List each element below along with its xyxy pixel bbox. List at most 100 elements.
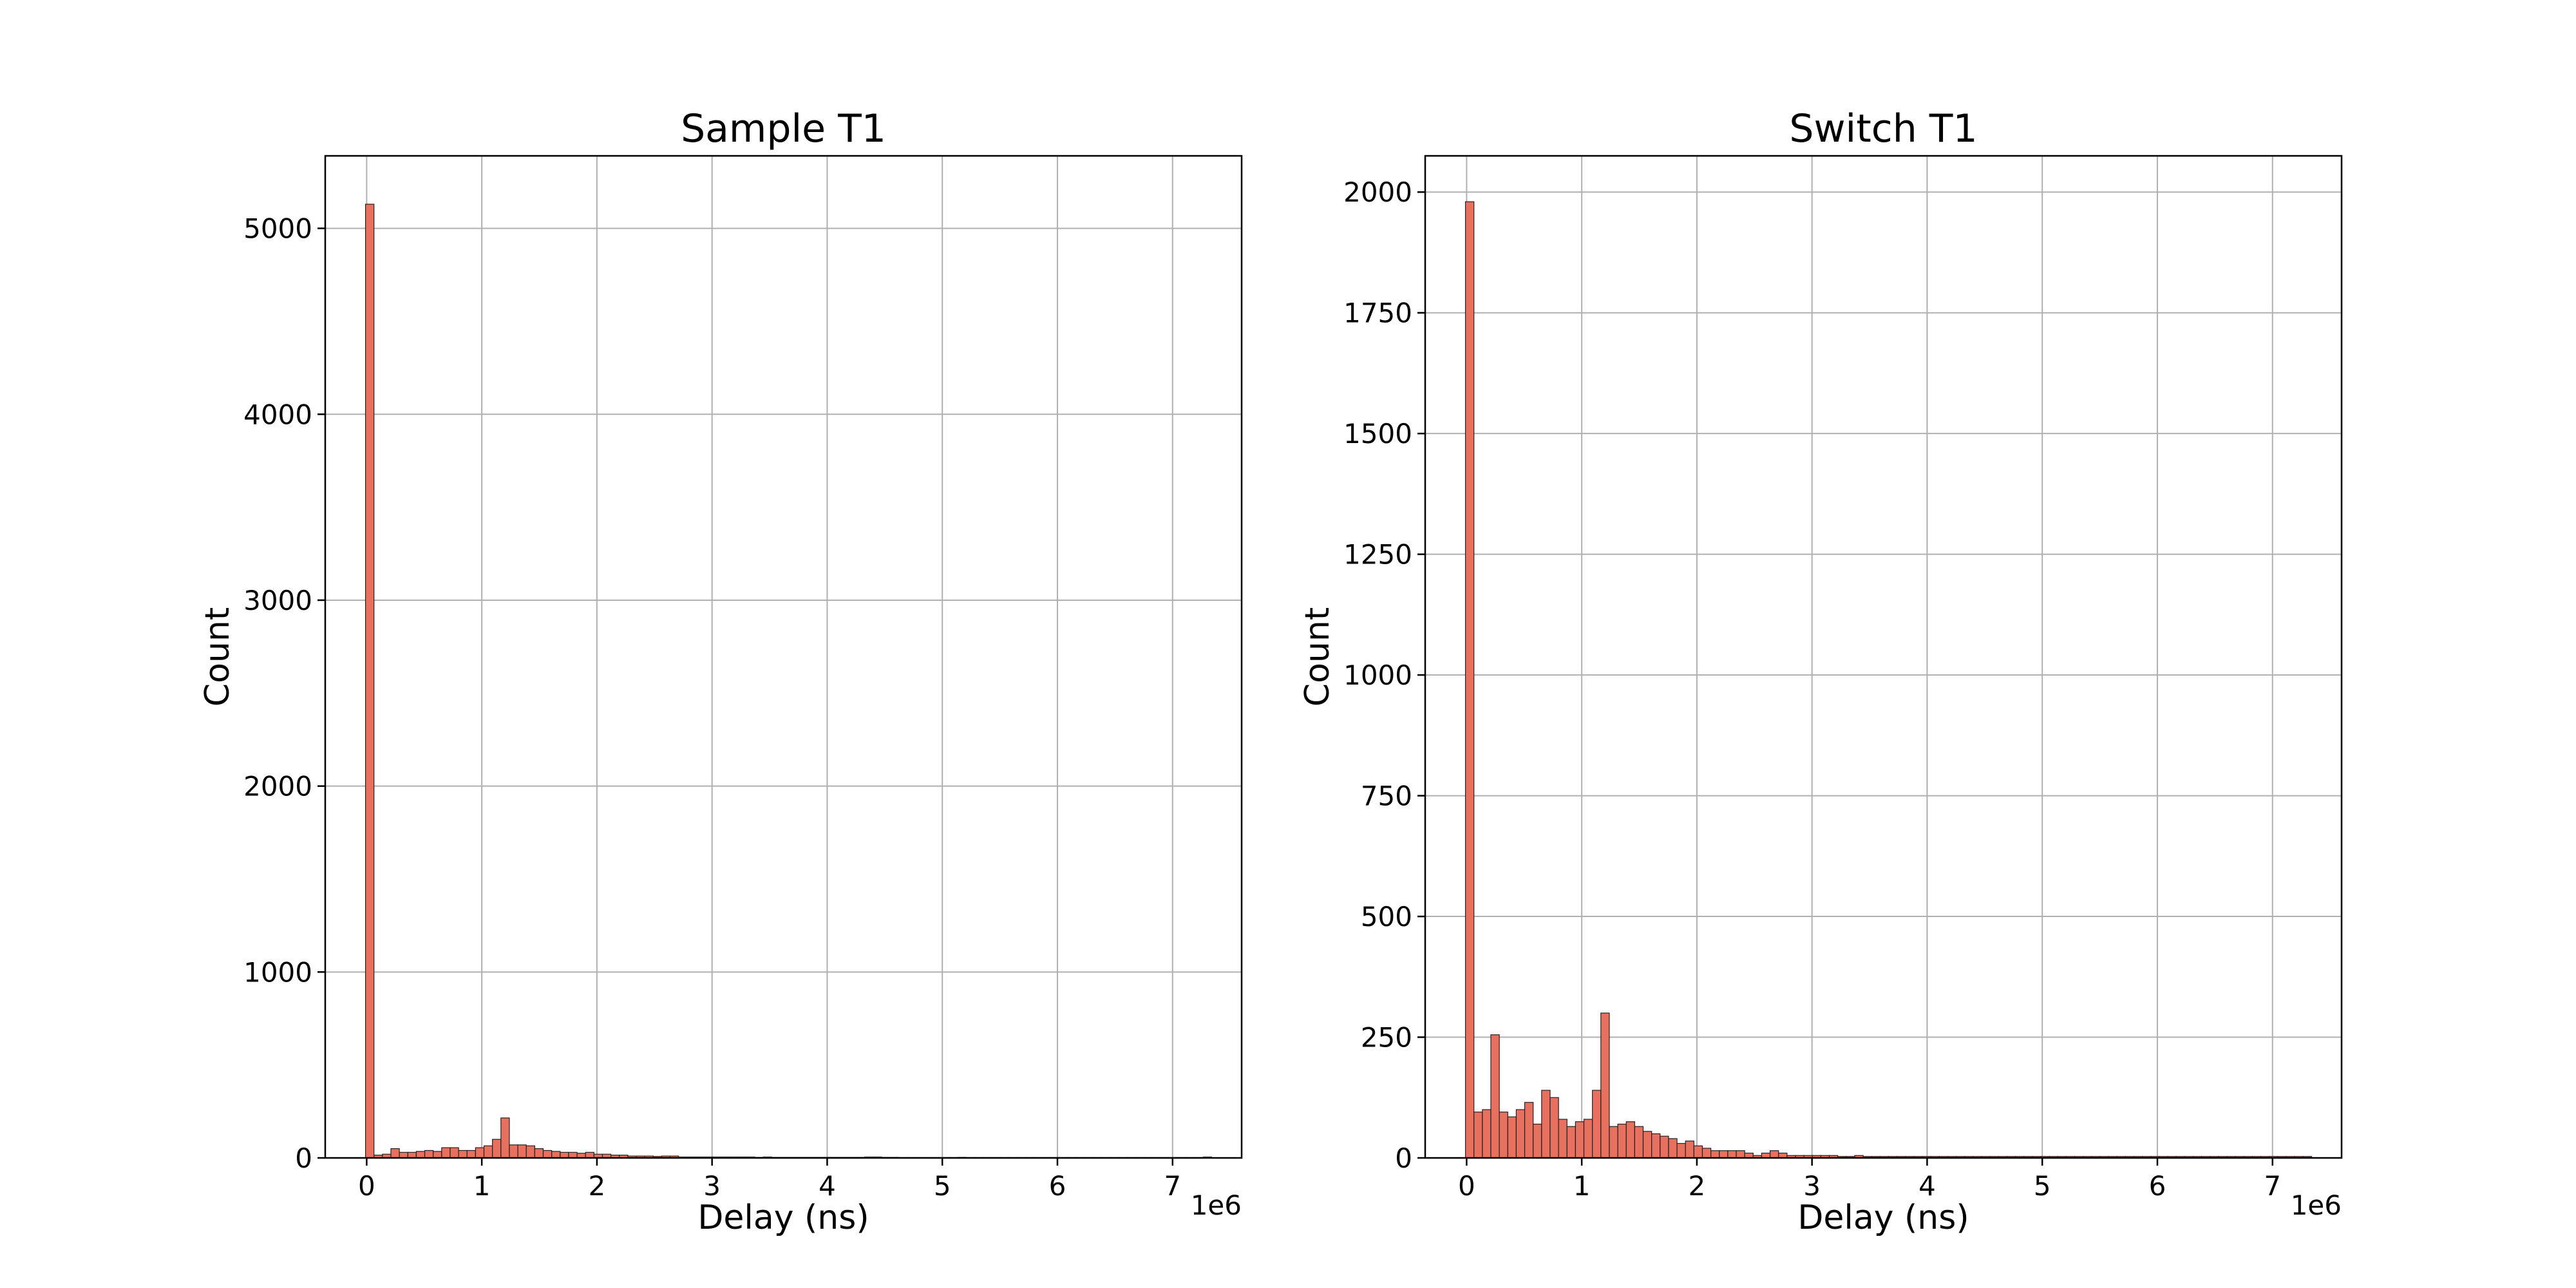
sample-t1-plot-frame: [324, 155, 1243, 1159]
switch-t1-bar: [1464, 201, 1475, 1159]
switch-t1-bar: [1736, 1150, 1745, 1159]
switch-t1-title: Switch T1: [1789, 106, 1977, 151]
switch-t1-y-tick-label: 0: [1395, 1142, 1412, 1174]
switch-t1-bar: [1507, 1116, 1517, 1159]
sample-t1-ticks: 0 1 2 3 4 5 6 7 0 1000 2000 3000 4000 5000: [243, 213, 1181, 1202]
sample-t1-x-tick-label: 7: [1164, 1170, 1181, 1202]
switch-t1-bar: [1668, 1138, 1678, 1159]
sample-t1-bar: [568, 1151, 578, 1159]
switch-t1-x-tick-label: 3: [1803, 1170, 1821, 1202]
switch-t1-bar: [1693, 1145, 1703, 1159]
switch-t1-bar: [1769, 1150, 1779, 1159]
switch-t1-bar: [1592, 1090, 1602, 1159]
sample-t1-grid: [325, 156, 1242, 1159]
switch-t1-bar: [1727, 1150, 1737, 1159]
switch-t1-y-tick-label: 1500: [1343, 418, 1412, 450]
sample-t1-y-tick-label: 4000: [243, 399, 312, 430]
sample-t1-x-tick-label: 3: [703, 1170, 721, 1202]
switch-t1-y-tick-label: 750: [1361, 781, 1412, 812]
sample-t1-x-axis-label: Delay (ns): [697, 1198, 869, 1237]
sample-t1-bar: [365, 204, 375, 1159]
sample-t1-y-tick-label: 2000: [243, 771, 312, 802]
sample-t1-bar: [450, 1147, 459, 1159]
switch-t1-y-tick-label: 1000: [1343, 659, 1412, 691]
sample-t1-bar: [551, 1151, 561, 1159]
switch-t1-ticks: 0 1 2 3 4 5 6 7 0 250 500 750 1000 1250 1500 1750 2000: [1343, 176, 2281, 1202]
sample-t1-y-tick-label: 1000: [243, 956, 312, 988]
switch-t1-bar: [1575, 1121, 1585, 1159]
sample-t1-bar: [560, 1151, 569, 1159]
switch-t1-bar: [1583, 1119, 1593, 1159]
switch-t1-bar: [1710, 1150, 1720, 1159]
sample-t1-y-axis-label: Count: [198, 607, 237, 706]
switch-t1-x-offset-label: 1e6: [2291, 1189, 2342, 1221]
sample-t1-bar: [399, 1151, 408, 1159]
switch-t1-y-tick-label: 500: [1361, 901, 1412, 933]
sample-t1-bar: [509, 1144, 518, 1159]
switch-t1-bar: [1533, 1123, 1542, 1159]
switch-t1-bar: [1549, 1097, 1559, 1159]
sample-t1-bar: [526, 1145, 535, 1159]
switch-t1-bar: [1642, 1131, 1653, 1159]
switch-t1-x-tick-label: 0: [1458, 1170, 1475, 1202]
switch-t1-bars: [1464, 201, 2313, 1159]
sample-t1-x-tick-label: 1: [473, 1170, 491, 1202]
switch-t1-bar: [1558, 1119, 1567, 1159]
switch-t1-bar: [1490, 1034, 1500, 1159]
sample-t1-x-tick-label: 0: [358, 1170, 375, 1202]
switch-t1-bar: [1625, 1121, 1635, 1159]
sample-t1-bar: [390, 1148, 400, 1159]
sample-t1-bar: [441, 1147, 451, 1159]
sample-t1-bar: [407, 1151, 417, 1159]
sample-t1-y-tick-label: 5000: [243, 213, 312, 245]
sample-t1-title: Sample T1: [681, 106, 886, 151]
sample-t1-y-tick-label: 3000: [243, 585, 312, 616]
switch-t1-bar: [1719, 1150, 1728, 1159]
sample-t1-x-tick-label: 5: [934, 1170, 951, 1202]
sample-t1-bar: [415, 1151, 426, 1159]
sample-t1-bars: [365, 204, 1213, 1159]
switch-t1-panel: 0 1 2 3 4 5 6 7 0 250 500 750 1000 1250 1500 1750 2000 S…: [1298, 106, 2343, 1237]
switch-t1-bar: [1473, 1112, 1483, 1159]
switch-t1-x-tick-label: 5: [2034, 1170, 2051, 1202]
sample-t1-bar: [475, 1147, 485, 1159]
switch-t1-x-tick-label: 1: [1573, 1170, 1591, 1202]
sample-t1-bar: [433, 1151, 442, 1159]
sample-t1-bar: [534, 1148, 544, 1159]
sample-t1-bar: [492, 1139, 502, 1159]
switch-t1-bar: [1566, 1126, 1576, 1159]
switch-t1-bar: [1701, 1148, 1712, 1159]
switch-t1-y-tick-label: 250: [1361, 1022, 1412, 1054]
switch-t1-x-tick-label: 7: [2264, 1170, 2281, 1202]
sample-t1-bar: [517, 1144, 527, 1159]
switch-t1-bar: [1524, 1102, 1534, 1159]
sample-t1-x-tick-label: 4: [819, 1170, 836, 1202]
switch-t1-y-tick-label: 2000: [1343, 176, 1412, 208]
switch-t1-bar: [1676, 1142, 1686, 1159]
switch-t1-y-tick-label: 1750: [1343, 298, 1412, 329]
sample-t1-bar: [542, 1150, 553, 1159]
switch-t1-x-tick-label: 6: [2149, 1170, 2166, 1202]
sample-t1-x-offset-label: 1e6: [1191, 1189, 1242, 1221]
switch-t1-x-tick-label: 2: [1689, 1170, 1706, 1202]
sample-t1-bar: [585, 1151, 594, 1159]
switch-t1-bar: [1541, 1090, 1551, 1159]
switch-t1-plot-frame: [1424, 155, 2343, 1159]
switch-t1-bar: [1660, 1135, 1669, 1159]
switch-t1-y-tick-label: 1250: [1343, 539, 1412, 571]
switch-t1-bar: [1482, 1109, 1492, 1159]
switch-t1-bar: [1515, 1109, 1526, 1159]
sample-t1-bar: [466, 1150, 476, 1159]
sample-t1-bar: [483, 1145, 493, 1159]
sample-t1-bar: [500, 1117, 510, 1159]
sample-t1-bar: [424, 1150, 434, 1159]
switch-t1-bar: [1651, 1133, 1661, 1159]
switch-t1-bar: [1685, 1141, 1694, 1159]
switch-t1-bar: [1609, 1126, 1618, 1159]
switch-t1-bar: [1499, 1112, 1508, 1159]
switch-t1-bar: [1600, 1012, 1610, 1159]
switch-t1-x-axis-label: Delay (ns): [1797, 1198, 1969, 1237]
switch-t1-x-tick-label: 4: [1918, 1170, 1936, 1202]
